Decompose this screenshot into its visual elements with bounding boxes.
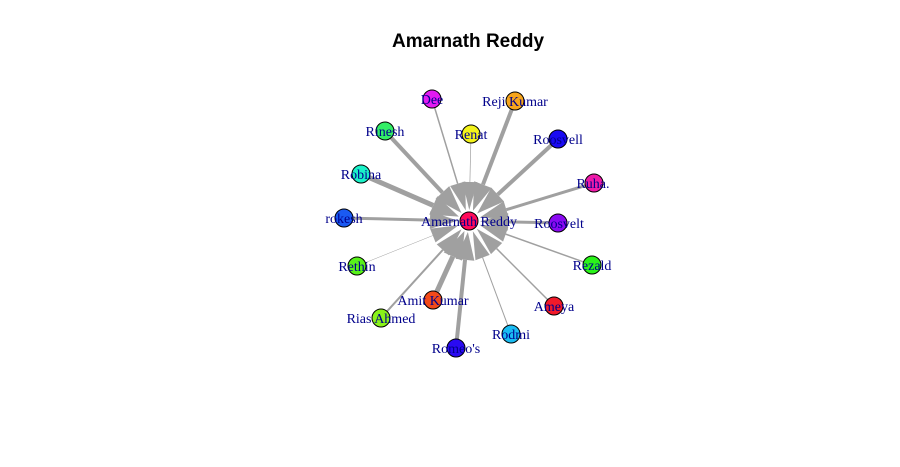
node-rethin-label: Rethin (338, 260, 375, 275)
node-robina[interactable]: Robina (341, 164, 382, 184)
arrowhead-rethin (430, 225, 459, 243)
node-roosvell-circle[interactable] (548, 129, 568, 149)
arrowhead-rias-ahmed (436, 229, 462, 256)
arrowhead-reji-kumar (472, 181, 492, 211)
node-rodmi-circle[interactable] (501, 324, 521, 344)
edge-rokesh (352, 216, 431, 222)
node-layer: Dee Reji Kumar Renat Roosvell Rinesh Ruha. Rob… (325, 89, 612, 358)
node-rinesh-circle[interactable] (375, 121, 395, 141)
node-ruha-circle[interactable] (584, 173, 604, 193)
node-ruha[interactable]: Ruha. (576, 173, 610, 193)
edge-rethin (365, 235, 433, 263)
node-dee-circle[interactable] (422, 89, 442, 109)
node-dee-label: Dee (421, 93, 444, 108)
node-rinesh[interactable]: Rinesh (366, 121, 405, 141)
node-romeo-s[interactable]: Romeo's (432, 338, 480, 358)
node-roosvell[interactable]: Roosvell (533, 129, 583, 149)
node-rinesh-label: Rinesh (366, 125, 405, 140)
node-rias-ahmed[interactable]: Rias Ahmed (347, 308, 416, 328)
edge-roosvell (496, 143, 553, 197)
edge-amit-kumar (434, 255, 456, 293)
graph-title: Amarnath Reddy (392, 31, 544, 52)
edge-rinesh (389, 136, 444, 194)
node-ameya-circle[interactable] (544, 296, 564, 316)
arrowhead-rezald (479, 224, 509, 242)
node-rodmi-label: Rodmi (492, 328, 530, 343)
edge-renat (469, 142, 472, 183)
node-center[interactable]: Amarnath Reddy (421, 211, 517, 231)
node-renat-label: Renat (455, 128, 488, 143)
node-rokesh-label: rokesh (325, 212, 362, 227)
node-rias-ahmed-circle[interactable] (371, 308, 391, 328)
node-roosvelt[interactable]: Roosvelt (534, 213, 584, 233)
node-renat[interactable]: Renat (455, 124, 488, 144)
node-romeo-s-label: Romeo's (432, 342, 480, 357)
arrowhead-roosvell (477, 187, 505, 214)
node-rezald-label: Rezald (573, 259, 612, 274)
arrowhead-ruha (479, 201, 509, 219)
node-renat-circle[interactable] (461, 124, 481, 144)
arrowhead-rokesh (429, 211, 459, 229)
arrowhead-robina (429, 196, 459, 217)
node-ruha-label: Ruha. (576, 177, 609, 192)
arrowhead-renat (462, 181, 478, 211)
node-rokesh-circle[interactable] (334, 208, 354, 228)
node-ameya[interactable]: Ameya (534, 296, 575, 316)
node-rezald[interactable]: Rezald (573, 255, 612, 275)
node-romeo-s-circle[interactable] (446, 338, 466, 358)
node-roosvelt-label: Roosvelt (534, 217, 584, 232)
node-amit-kumar-label: Amit Kumar (397, 294, 468, 309)
arrowhead-rodmi (472, 231, 490, 261)
node-robina-circle[interactable] (351, 164, 371, 184)
edge-rezald (505, 233, 584, 263)
edge-robina (368, 175, 435, 208)
node-reji-kumar-circle[interactable] (505, 91, 525, 111)
node-robina-label: Robina (341, 168, 382, 183)
edge-roosvelt (507, 220, 550, 225)
node-center-circle[interactable] (459, 211, 479, 231)
node-rezald-circle[interactable] (582, 255, 602, 275)
edge-reji-kumar (481, 108, 514, 186)
node-reji-kumar[interactable]: Reji Kumar (482, 91, 548, 111)
node-amit-kumar[interactable]: Amit Kumar (397, 290, 469, 310)
node-rodmi[interactable]: Rodmi (492, 324, 530, 344)
node-amit-kumar-circle[interactable] (423, 290, 443, 310)
edge-romeo-s (454, 259, 468, 340)
edge-layer (352, 107, 586, 340)
node-roosvelt-circle[interactable] (548, 213, 568, 233)
edge-rodmi (482, 257, 509, 326)
node-rias-ahmed-label: Rias Ahmed (347, 312, 416, 327)
node-ameya-label: Ameya (534, 300, 575, 315)
edge-dee (433, 107, 459, 184)
node-roosvell-label: Roosvell (533, 133, 583, 148)
node-center-label: Amarnath Reddy (421, 215, 517, 230)
arrowhead-romeo-s (455, 231, 475, 261)
node-rokesh[interactable]: rokesh (325, 208, 363, 228)
node-rethin-circle[interactable] (347, 256, 367, 276)
node-dee[interactable]: Dee (421, 89, 444, 109)
edge-ruha (505, 184, 586, 212)
edge-ameya (496, 248, 549, 301)
arrowhead-rinesh (435, 186, 462, 213)
arrowhead-ameya (476, 228, 503, 255)
node-reji-kumar-label: Reji Kumar (482, 95, 548, 110)
arrowhead-dee (450, 181, 466, 211)
node-rethin[interactable]: Rethin (338, 256, 376, 276)
edge-rias-ahmed (386, 249, 444, 313)
